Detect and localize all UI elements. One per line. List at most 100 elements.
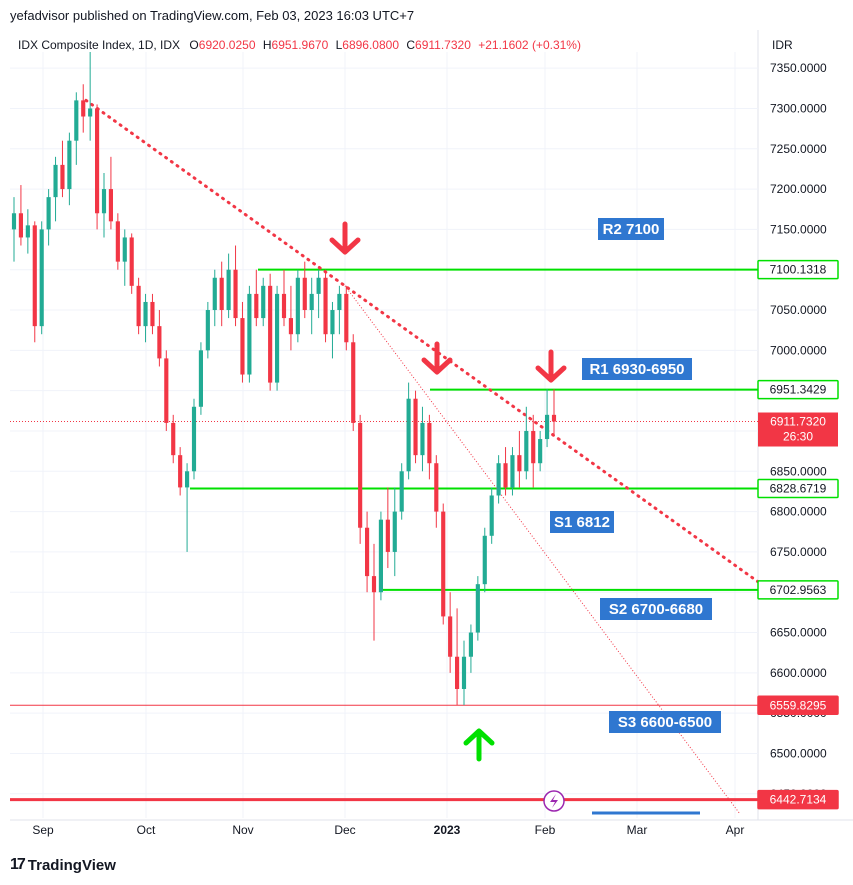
down-arrow-icon: [535, 349, 567, 383]
level-price-label: 7100.1318: [770, 263, 827, 277]
candle-body: [108, 189, 113, 222]
up-arrow-icon: [463, 728, 495, 762]
candle-body: [67, 140, 72, 190]
level-price-tag: [757, 379, 839, 400]
price-tick-label: 7350.0000: [770, 61, 827, 75]
candle-body: [309, 293, 314, 311]
candle-body: [385, 519, 390, 552]
level-price-tag: [757, 695, 839, 716]
last-price-tag: [758, 412, 838, 447]
price-tick-label: 7050.0000: [770, 303, 827, 317]
candle-body: [185, 471, 190, 488]
legend-low-label: L: [335, 38, 343, 52]
candle-body: [254, 293, 259, 319]
level-price-label: 6442.7134: [770, 793, 827, 807]
price-tick-label: 6650.0000: [770, 626, 827, 640]
candle-body: [461, 656, 467, 689]
brand-name: TradingView: [27, 856, 116, 874]
legend-change: +21.1602 (+0.31%): [478, 38, 581, 52]
candle-body: [53, 164, 58, 198]
candle-body: [295, 277, 300, 335]
price-tick-label: 6600.0000: [770, 666, 827, 680]
price-tick-label: 6500.0000: [770, 746, 827, 760]
candle-body: [281, 293, 287, 319]
candle-body: [365, 527, 370, 577]
candle-body: [330, 310, 335, 335]
candle-body: [468, 632, 473, 657]
candle-body: [420, 422, 425, 456]
candle-body: [496, 463, 501, 496]
price-tick-label: 7200.0000: [770, 182, 827, 196]
legend-close: 6911.7320: [415, 38, 471, 52]
down-arrow-icon: [421, 341, 453, 375]
publisher-line: yefadvisor published on TradingView.com,…: [10, 8, 415, 23]
candle-body: [191, 406, 197, 472]
currency-label: IDR: [772, 38, 793, 52]
candle-body: [129, 237, 134, 286]
annotation-box: [550, 511, 614, 533]
annotations: R2 7100 R1 6930-6950 S1 6812 S2 6700-6680 S3…: [329, 218, 721, 815]
candle-body: [344, 293, 349, 343]
level-price-tag: [757, 789, 839, 810]
candle-body: [545, 414, 550, 440]
candle-body: [178, 455, 183, 488]
time-tick-label: Sep: [32, 823, 54, 837]
candle-body: [275, 293, 280, 383]
candle-body: [434, 463, 439, 512]
grid: [10, 30, 853, 821]
annotation-label: R2 7100: [603, 221, 660, 238]
candle-body: [240, 318, 245, 375]
level-price-label: 6951.3429: [770, 383, 827, 397]
candle-body: [136, 285, 141, 327]
candle-body: [288, 318, 293, 335]
candle-body: [39, 229, 44, 327]
candle-body: [392, 511, 397, 552]
price-tick-label: 7000.0000: [770, 343, 827, 357]
candle-body: [122, 237, 127, 262]
candle-body: [441, 511, 446, 617]
candle-body: [427, 422, 432, 464]
candle-body: [378, 519, 383, 593]
time-tick-label: 2023: [434, 823, 461, 837]
symbol-legend: IDX Composite Index, 1D, IDX O6920.0250 …: [18, 38, 581, 52]
annotation-label: S3 6600-6500: [618, 714, 712, 731]
candle-body: [351, 342, 356, 423]
legend-low: 6896.0800: [342, 38, 400, 52]
legend-high-label: H: [262, 38, 272, 52]
candle-body: [551, 414, 557, 422]
down-arrow-icon: [329, 221, 361, 255]
price-tick-label: 7150.0000: [770, 222, 827, 236]
candle-body: [143, 301, 148, 327]
candle-body: [25, 225, 30, 238]
candle-body: [81, 100, 86, 117]
candle-body: [157, 326, 162, 359]
time-tick-label: Oct: [137, 823, 156, 837]
candle-body: [171, 422, 176, 456]
time-tick-label: Apr: [726, 823, 745, 837]
candle-body: [164, 358, 169, 423]
annotation-label: R1 6930-6950: [589, 361, 684, 378]
candles: [11, 52, 557, 706]
candle-body: [205, 310, 210, 351]
candle-body: [233, 269, 238, 319]
lightning-bolt: [550, 794, 558, 808]
time-tick-label: Mar: [627, 823, 648, 837]
candle-body: [219, 277, 224, 311]
candle-body: [268, 285, 273, 383]
candle-body: [323, 277, 328, 335]
descending-trendline: [84, 98, 760, 584]
candle-body: [399, 471, 404, 512]
level-price-label: 6559.8295: [770, 698, 827, 712]
level-price-tag: [757, 580, 839, 600]
annotation-box: [582, 358, 692, 380]
tradingview-brand[interactable]: 17 TradingView: [10, 856, 116, 874]
candle-body: [517, 455, 522, 472]
time-tick-label: Nov: [232, 823, 253, 837]
tradingview-logo-icon: 17: [10, 856, 26, 873]
candle-body: [88, 108, 93, 117]
legend-close-label: C: [406, 38, 416, 52]
candle-body: [18, 213, 23, 238]
price-tick-label: 6750.0000: [770, 545, 827, 559]
candle-body: [302, 277, 307, 311]
